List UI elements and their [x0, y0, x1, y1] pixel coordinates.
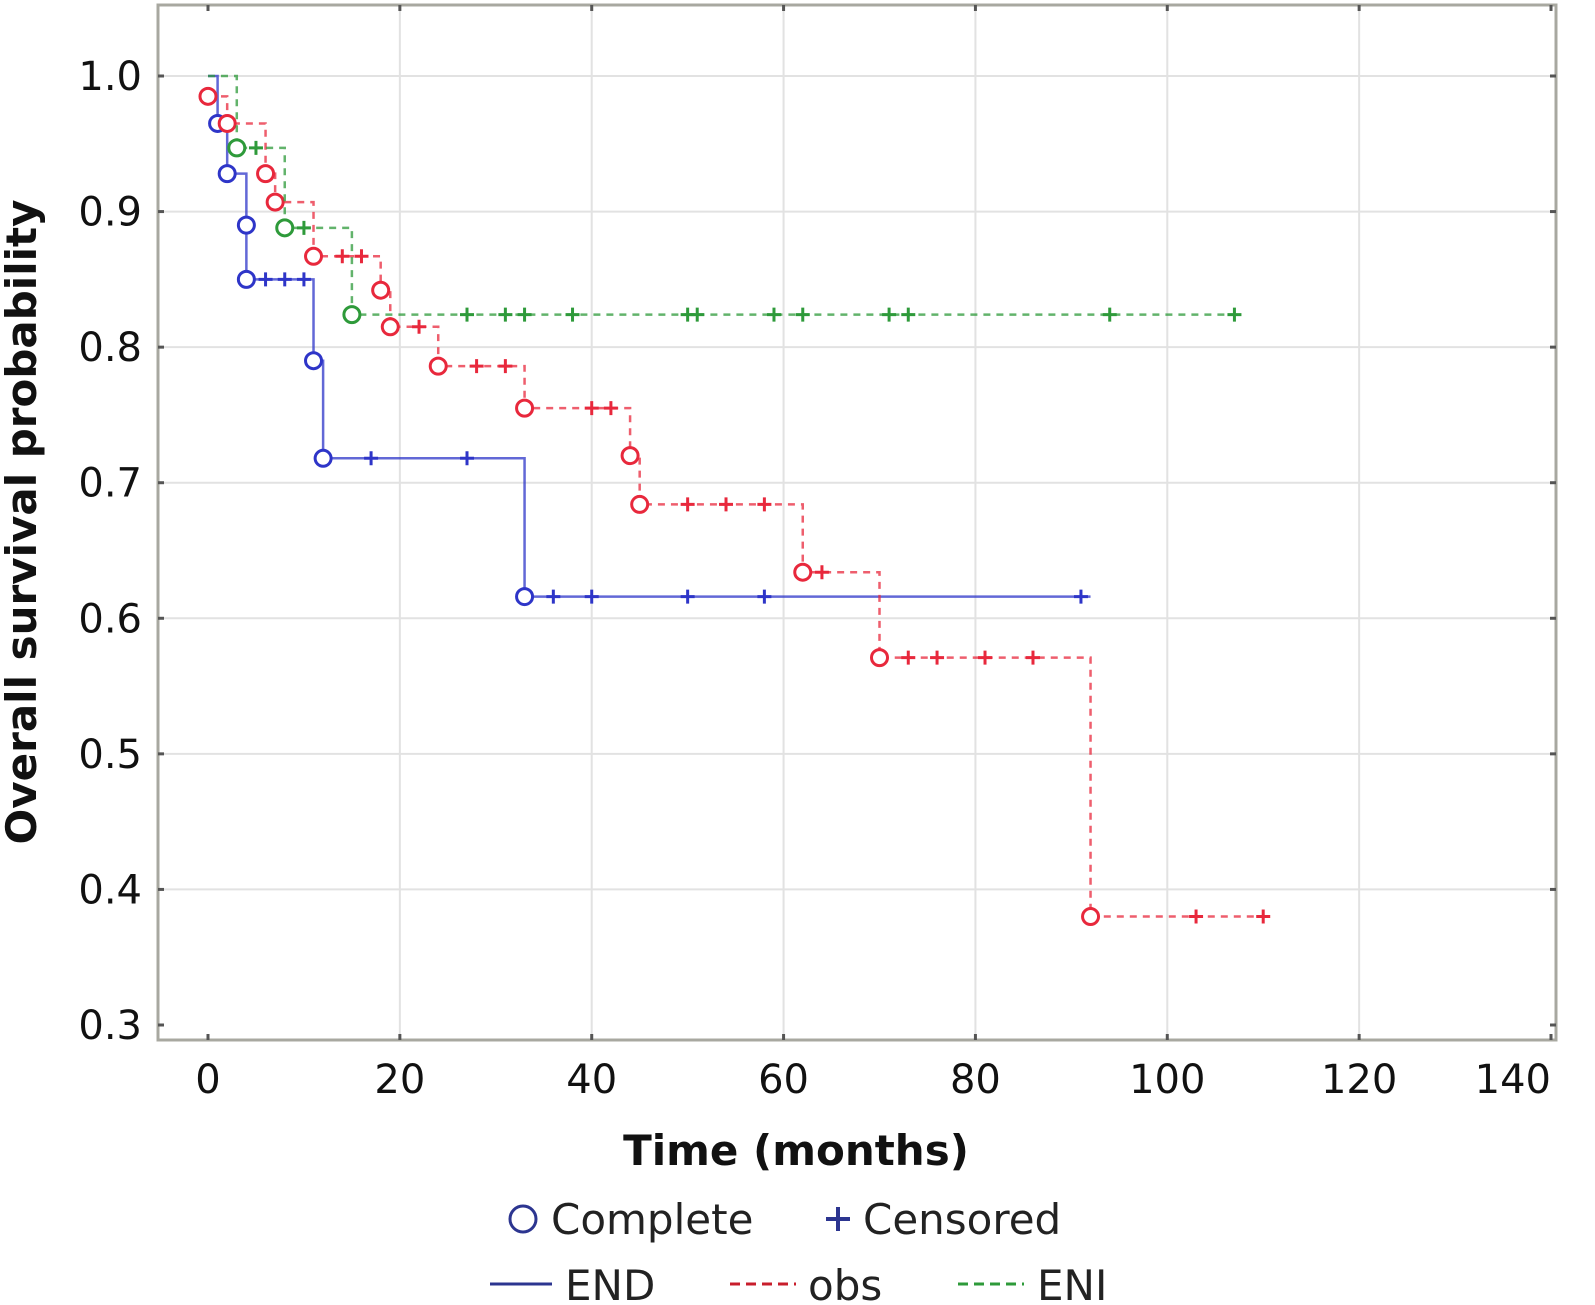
censored-marker-obs: [680, 497, 695, 512]
event-marker-end: [515, 587, 535, 607]
y-axis-title: Overall survival probability: [0, 200, 46, 845]
event-marker-eni: [227, 138, 247, 158]
y-tick-label: 0.3: [78, 1003, 142, 1049]
series-line-eni: [208, 74, 1235, 316]
grid: [158, 5, 1556, 1040]
event-marker-end: [236, 215, 256, 235]
event-marker-obs: [515, 398, 535, 418]
event-marker-eni: [342, 305, 362, 325]
censored-marker-end: [364, 451, 379, 466]
x-tick-label: 0: [195, 1057, 220, 1103]
censored-marker-icon: [826, 1207, 850, 1231]
event-marker-end: [313, 448, 333, 468]
censored-marker-end: [277, 272, 292, 287]
censored-marker-eni: [1102, 307, 1117, 322]
censored-marker-obs: [584, 401, 599, 416]
censored-marker-end: [757, 589, 772, 604]
censored-marker-obs: [1189, 909, 1204, 924]
complete-marker-icon: [508, 1204, 538, 1234]
event-marker-obs: [620, 446, 640, 466]
censored-marker-obs: [498, 359, 513, 374]
censored-marker-obs: [930, 650, 945, 665]
x-tick-label: 60: [758, 1057, 809, 1103]
censored-marker-obs: [1256, 909, 1271, 924]
censored-marker-obs: [354, 249, 369, 264]
censored-marker-end: [680, 589, 695, 604]
legend: Complete Censored END obs ENI: [490, 1195, 1107, 1305]
censored-marker-obs: [719, 497, 734, 512]
censored-marker-end: [584, 589, 599, 604]
event-marker-end: [217, 164, 237, 184]
event-marker-obs: [380, 317, 400, 337]
censored-marker-eni: [901, 307, 916, 322]
censored-marker-obs: [469, 359, 484, 374]
series-obs: [198, 86, 1271, 927]
censored-marker-obs: [814, 565, 829, 580]
censored-marker-obs: [1025, 650, 1040, 665]
y-tick-label: 1.0: [78, 54, 142, 100]
censored-marker-eni: [248, 140, 263, 155]
legend-eni-label: ENI: [1037, 1261, 1107, 1305]
censored-marker-eni: [460, 307, 475, 322]
event-marker-obs: [630, 494, 650, 514]
x-tick-label: 80: [950, 1057, 1001, 1103]
x-tick-label: 40: [566, 1057, 617, 1103]
censored-marker-eni: [498, 307, 513, 322]
censored-marker-obs: [757, 497, 772, 512]
event-marker-obs: [793, 562, 813, 582]
series-eni: [208, 74, 1242, 325]
censored-marker-end: [1073, 589, 1088, 604]
legend-complete-label: Complete: [551, 1195, 753, 1244]
series-layer: [198, 74, 1271, 927]
event-marker-obs: [870, 648, 889, 668]
event-marker-end: [236, 269, 256, 289]
censored-marker-eni: [766, 307, 781, 322]
event-marker-obs: [198, 86, 218, 106]
censored-marker-eni: [882, 307, 897, 322]
x-axis-title: Time (months): [623, 1126, 969, 1175]
censored-marker-end: [296, 272, 311, 287]
y-tick-label: 0.7: [78, 461, 142, 507]
censored-marker-obs: [901, 650, 916, 665]
y-tick-label: 0.8: [78, 325, 142, 371]
censored-marker-obs: [603, 401, 618, 416]
y-tick-label: 0.9: [78, 190, 142, 236]
event-marker-obs: [371, 280, 391, 300]
x-tick-label: 20: [374, 1057, 425, 1103]
censored-marker-eni: [517, 307, 532, 322]
event-marker-end: [304, 351, 324, 371]
event-marker-obs: [217, 113, 237, 133]
y-tick-label: 0.5: [78, 732, 142, 778]
censored-marker-eni: [296, 220, 311, 235]
event-marker-obs: [1081, 907, 1101, 927]
censored-marker-obs: [978, 650, 993, 665]
censored-marker-obs: [335, 249, 350, 264]
censored-marker-end: [546, 589, 561, 604]
event-marker-eni: [275, 218, 295, 238]
series-line-obs: [208, 95, 1264, 918]
x-tick-label: 100: [1129, 1057, 1205, 1103]
event-marker-obs: [428, 356, 448, 376]
censored-marker-eni: [690, 307, 705, 322]
y-tick-label: 0.6: [78, 596, 142, 642]
censored-marker-eni: [1227, 307, 1242, 322]
tick-labels: 0.3 0.4 0.5 0.6 0.7 0.8 0.9 1.0 0 20 40 60 80 100 120 1…: [78, 54, 1551, 1103]
censored-marker-eni: [795, 307, 810, 322]
plot-background: [156, 3, 1558, 1042]
x-tick-label: 140: [1475, 1057, 1551, 1103]
censored-marker-end: [258, 272, 273, 287]
censored-marker-eni: [565, 307, 580, 322]
legend-censored-label: Censored: [863, 1195, 1061, 1244]
x-tick-label: 120: [1321, 1057, 1397, 1103]
censored-marker-obs: [412, 319, 427, 334]
event-marker-obs: [304, 246, 324, 266]
legend-end-label: END: [565, 1261, 655, 1305]
censored-marker-end: [460, 451, 475, 466]
event-marker-obs: [256, 164, 276, 184]
legend-obs-label: obs: [808, 1261, 882, 1305]
event-marker-obs: [265, 192, 285, 212]
y-tick-label: 0.4: [78, 867, 142, 913]
